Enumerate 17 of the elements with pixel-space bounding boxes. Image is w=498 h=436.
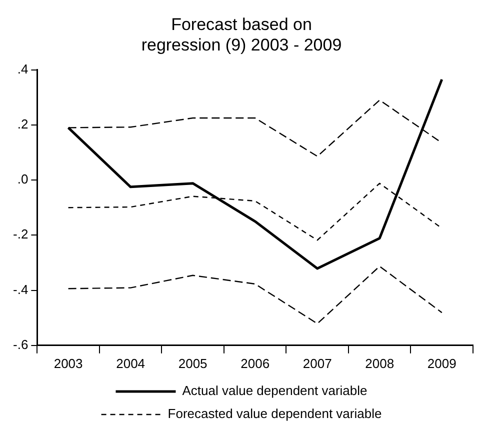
y-tick-label: -.2 (13, 226, 28, 242)
x-tick-label: 2004 (116, 356, 146, 371)
x-tick-label: 2003 (54, 356, 83, 371)
legend-label: Actual value dependent variable (182, 383, 368, 398)
y-tick-label: .4 (17, 61, 28, 76)
x-tick-label: 2009 (427, 356, 456, 371)
x-tick-label: 2007 (302, 356, 332, 371)
legend-label: Forecasted value dependent variable (168, 406, 382, 422)
y-tick-label: -.6 (13, 336, 28, 352)
y-tick-label: -.4 (13, 282, 28, 297)
x-tick-label: 2005 (178, 356, 208, 371)
chart-title: Forecast based on regression (9) 2003 - 2009 (141, 14, 342, 54)
y-tick-label: .2 (17, 116, 28, 132)
x-tick-label: 2008 (365, 356, 394, 371)
line-series (68, 266, 442, 324)
y-tick-label: .0 (17, 172, 28, 187)
x-tick-label: 2006 (240, 356, 270, 371)
